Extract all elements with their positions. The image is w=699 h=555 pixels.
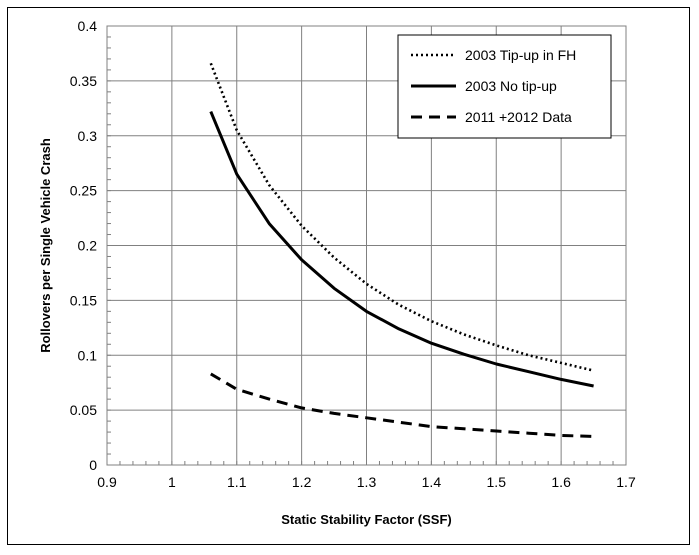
- series-line-2: [209, 111, 594, 388]
- x-axis-title: Static Stability Factor (SSF): [281, 512, 451, 527]
- x-tick-label: 1: [168, 474, 176, 490]
- series-line-3: [210, 372, 594, 438]
- legend: 2003 Tip-up in FH 2003 No tip-up 2011 +201…: [397, 34, 612, 139]
- y-tick-label: 0.1: [78, 347, 98, 363]
- x-tick-label: 1.7: [616, 474, 636, 490]
- y-tick-label: 0.3: [78, 128, 98, 144]
- x-tick-label: 1.6: [551, 474, 571, 490]
- y-tick-label: 0.15: [70, 292, 97, 308]
- x-tick-label: 1.4: [422, 474, 442, 490]
- x-tick-label: 0.9: [97, 474, 117, 490]
- y-tick-labels: 0 0.05 0.1 0.15 0.2 0.25 0.3 0.35 0.4: [70, 18, 97, 473]
- legend-label-2: 2003 No tip-up: [465, 78, 557, 94]
- legend-label-1: 2003 Tip-up in FH: [465, 47, 576, 63]
- x-tick-label: 1.5: [487, 474, 507, 490]
- y-tick-label: 0.25: [70, 183, 97, 199]
- x-tick-label: 1.3: [357, 474, 377, 490]
- legend-label-3: 2011 +2012 Data: [465, 109, 572, 125]
- y-tick-label: 0.4: [78, 18, 98, 34]
- x-tick-label: 1.2: [292, 474, 312, 490]
- x-tick-label: 1.1: [227, 474, 247, 490]
- y-tick-label: 0.05: [70, 402, 97, 418]
- y-axis-title: Rollovers per Single Vehicle Crash: [38, 138, 53, 353]
- series-line-1: [209, 62, 594, 372]
- y-tick-label: 0: [89, 457, 97, 473]
- minor-tick-marks: [106, 25, 627, 466]
- y-tick-label: 0.35: [70, 73, 97, 89]
- series-lines: [209, 62, 594, 438]
- x-tick-labels: 0.9 1 1.1 1.2 1.3 1.4 1.5 1.6 1.7: [97, 474, 636, 490]
- y-tick-label: 0.2: [78, 238, 98, 254]
